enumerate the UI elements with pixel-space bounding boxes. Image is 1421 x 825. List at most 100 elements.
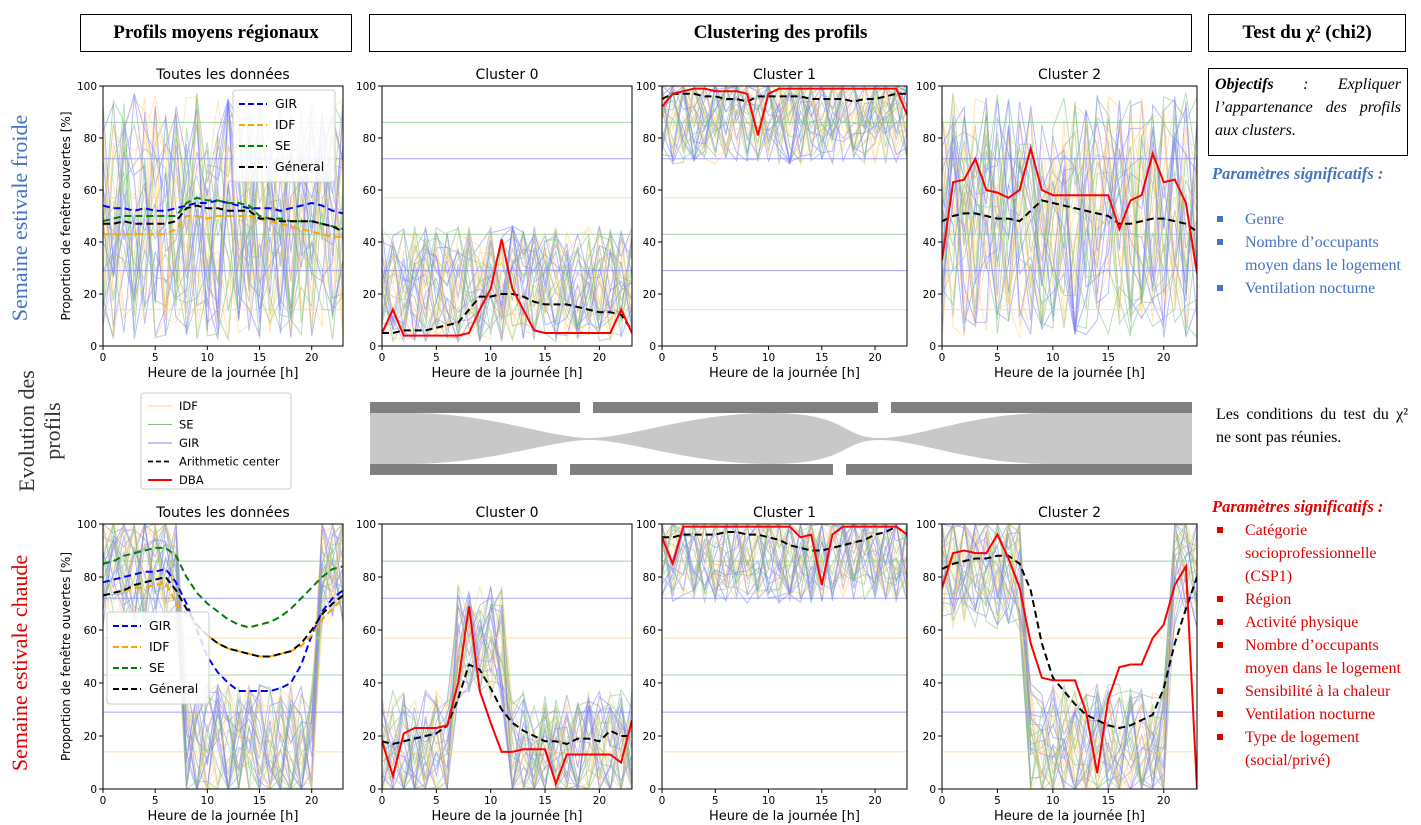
y-tick-label: 20 (643, 289, 656, 301)
x-tick-label: 5 (712, 795, 719, 807)
x-axis-label: Heure de la journée [h] (709, 809, 860, 824)
legend-frame (106, 611, 210, 705)
y-tick-label: 100 (916, 519, 936, 531)
chart-cold-c0: 0 5 10 15 20 0 20 40 60 80 100 Cluster 0 Heure de la… (356, 67, 633, 381)
background-profile (942, 97, 1197, 313)
cluster-node-top (593, 402, 878, 413)
background-profile (382, 227, 632, 343)
background-profile (942, 100, 1197, 336)
series-line-arithmetic-center (662, 92, 907, 103)
cluster-node-bottom (370, 464, 557, 475)
x-tick-label: 15 (815, 795, 828, 807)
background-profile (942, 524, 1197, 789)
y-tick-label: 20 (84, 731, 97, 743)
series-line-dba (942, 144, 1197, 274)
x-tick-label: 0 (939, 795, 946, 807)
list-item: Région (1211, 588, 1411, 611)
background-profile (942, 119, 1197, 334)
y-tick-label: 80 (923, 133, 936, 145)
legend-label: Arithmetic center (179, 455, 280, 469)
y-tick-label: 80 (363, 133, 376, 145)
list-item: Ventilation nocturne (1211, 277, 1411, 300)
background-profile (382, 226, 632, 344)
y-tick-label: 100 (916, 81, 936, 93)
chart-title: Cluster 1 (753, 505, 816, 521)
y-tick-label: 0 (369, 341, 376, 353)
x-axis-label: Heure de la journée [h] (148, 809, 299, 824)
y-tick-label: 40 (363, 237, 376, 249)
conditions-text: Les conditions du test du χ² ne sont pas… (1216, 406, 1408, 446)
x-tick-label: 10 (1046, 795, 1059, 807)
background-profile (942, 92, 1197, 336)
background-profile (103, 116, 343, 339)
background-profile (103, 524, 343, 789)
x-axis-label: Heure de la journée [h] (432, 366, 583, 381)
chart-cold-c2: 0 5 10 15 20 0 20 40 60 80 100 Cluster 2 Heure de la… (916, 67, 1198, 381)
background-profile (103, 106, 343, 326)
y-tick-label: 60 (923, 185, 936, 197)
series-line-dba (382, 605, 632, 787)
x-tick-label: 10 (484, 795, 497, 807)
list-item: Nombre d’occupants moyen dans le logemen… (1211, 634, 1411, 680)
x-tick-label: 10 (201, 795, 214, 807)
background-profile (382, 227, 632, 335)
background-profile (382, 240, 632, 344)
x-tick-label: 20 (1157, 795, 1170, 807)
y-tick-label: 100 (356, 81, 376, 93)
y-tick-label: 60 (643, 185, 656, 197)
background-profile (662, 86, 907, 163)
series-line-arithmetic-center (942, 554, 1197, 730)
legend-label: IDF (149, 639, 170, 654)
axes-frame (102, 85, 344, 347)
x-tick-label: 5 (712, 352, 719, 364)
x-tick-label: 0 (659, 795, 666, 807)
chart-hot-c0: 0 5 10 15 20 0 20 40 60 80 100 Cluster 0 Heure de la… (356, 505, 633, 824)
list-item: Ventilation nocturne (1211, 703, 1411, 726)
background-profile (662, 86, 907, 160)
plot-area (662, 86, 907, 311)
x-tick-label: 5 (433, 795, 440, 807)
y-tick-label: 20 (84, 289, 97, 301)
background-profile (382, 226, 632, 344)
list-item: Genre (1211, 208, 1411, 231)
y-tick-label: 40 (923, 237, 936, 249)
series-line-arithmetic-center (942, 199, 1197, 233)
cluster-node-bottom (570, 464, 833, 475)
y-tick-label: 100 (77, 81, 97, 93)
y-tick-label: 20 (363, 731, 376, 743)
background-profile (382, 604, 632, 789)
legend-label: GIR (149, 618, 171, 633)
y-tick-label: 100 (77, 519, 97, 531)
hot-params-list: Catégorie socioprofessionnelle (CSP1) Ré… (1211, 519, 1411, 772)
x-axis-label: Heure de la journée [h] (148, 366, 299, 381)
y-tick-label: 40 (643, 237, 656, 249)
series-line-gir (103, 567, 343, 692)
background-profile (382, 224, 632, 341)
background-profile (103, 94, 343, 340)
list-item: Catégorie socioprofessionnelle (CSP1) (1211, 519, 1411, 588)
background-profile (662, 86, 907, 159)
background-profile (942, 118, 1197, 338)
series-line-idf (103, 215, 343, 238)
series-line-dba (662, 525, 907, 586)
series-line-arithmetic-center (382, 293, 632, 334)
plot-area (382, 121, 632, 344)
list-item: Sensibilité à la chaleur (1211, 680, 1411, 703)
chart-title: Cluster 2 (1038, 67, 1101, 83)
x-tick-label: 10 (1046, 352, 1059, 364)
flow-gap (410, 413, 770, 438)
background-profile (662, 86, 907, 166)
background-profile (942, 99, 1197, 320)
list-item: Type de logement (social/privé) (1211, 726, 1411, 772)
x-tick-label: 10 (762, 352, 775, 364)
x-tick-label: 15 (538, 352, 551, 364)
series-line-g-neral (103, 575, 343, 658)
axes-frame (661, 85, 908, 347)
y-axis-label: Proportion de fenêtre ouvertes [%] (59, 552, 73, 761)
plot-area (662, 524, 907, 753)
x-tick-label: 0 (379, 795, 386, 807)
legend-label: IDF (179, 399, 198, 413)
header-clustering: Clustering des profils (369, 14, 1192, 52)
legend-label: IDF (275, 117, 296, 132)
cluster-node-top (891, 402, 1192, 413)
